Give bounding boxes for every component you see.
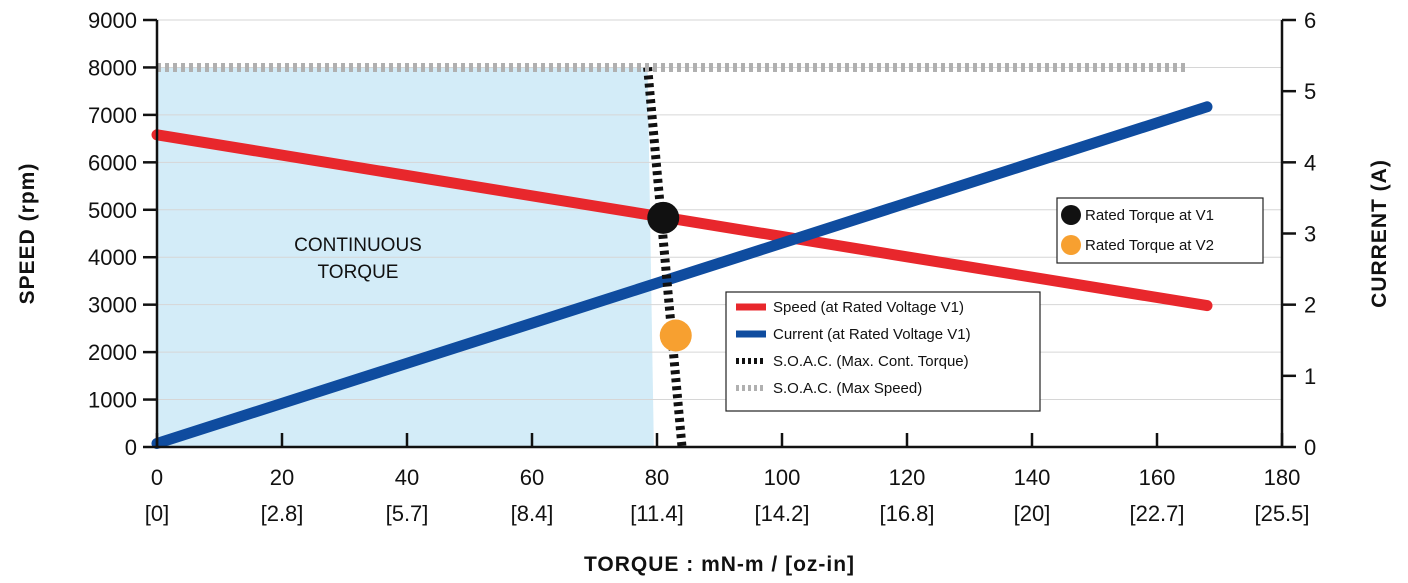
y-left-tick-label: 0 (125, 435, 137, 460)
legend-label-3: S.O.A.C. (Max Speed) (773, 380, 922, 397)
legend-point-label-0: Rated Torque at V1 (1085, 207, 1214, 224)
y-left-tick-label: 4000 (88, 245, 137, 270)
legend-label-0: Speed (at Rated Voltage V1) (773, 299, 964, 316)
y-left-tick-label: 6000 (88, 150, 137, 175)
x-tick-label: 140 (1014, 465, 1051, 490)
y-left-tick-label: 9000 (88, 8, 137, 33)
x-axis-title: TORQUE : mN-m / [oz-in] (584, 553, 855, 576)
legend-point-swatch-0 (1061, 205, 1081, 225)
y-right-tick-label: 1 (1304, 364, 1316, 389)
y-left-tick-label: 2000 (88, 340, 137, 365)
y-right-tick-label: 6 (1304, 8, 1316, 33)
x-tick-label: 160 (1139, 465, 1176, 490)
series-legend-box (725, 291, 1041, 412)
y-right-tick-label: 3 (1304, 222, 1316, 247)
region-label-line-2: TORQUE (318, 262, 399, 283)
y-left-tick-label: 1000 (88, 388, 137, 413)
legend-label-2: S.O.A.C. (Max. Cont. Torque) (773, 353, 969, 370)
x-tick-label: 0 (151, 465, 163, 490)
y-right-tick-label: 4 (1304, 150, 1316, 175)
legend-point-label-1: Rated Torque at V2 (1085, 237, 1214, 254)
x-tick-sublabel: [8.4] (511, 501, 554, 526)
x-tick-label: 100 (764, 465, 801, 490)
x-tick-label: 40 (395, 465, 419, 490)
y-axis-right-title: CURRENT (A) (1368, 159, 1391, 308)
y-left-tick-label: 7000 (88, 103, 137, 128)
x-tick-sublabel: [2.8] (261, 501, 304, 526)
x-tick-sublabel: [0] (145, 501, 169, 526)
y-axis-left-title: SPEED (rpm) (16, 163, 39, 305)
x-tick-label: 60 (520, 465, 544, 490)
y-right-tick-label: 2 (1304, 293, 1316, 318)
x-tick-sublabel: [25.5] (1254, 501, 1309, 526)
y-left-tick-label: 8000 (88, 55, 137, 80)
x-tick-label: 80 (645, 465, 669, 490)
region-label-line-1: CONTINUOUS (294, 235, 422, 256)
y-right-tick-label: 0 (1304, 435, 1316, 460)
x-tick-sublabel: [5.7] (386, 501, 429, 526)
x-tick-sublabel: [16.8] (879, 501, 934, 526)
x-tick-label: 180 (1264, 465, 1301, 490)
x-tick-sublabel: [14.2] (754, 501, 809, 526)
series-line-0 (151, 129, 1213, 312)
x-tick-label: 120 (889, 465, 926, 490)
legend-label-1: Current (at Rated Voltage V1) (773, 326, 971, 343)
x-tick-sublabel: [22.7] (1129, 501, 1184, 526)
points-legend-box (1056, 197, 1264, 264)
rated-point-0 (647, 201, 680, 234)
y-right-tick-label: 5 (1304, 79, 1316, 104)
y-left-tick-label: 5000 (88, 198, 137, 223)
series-line-1 (151, 101, 1213, 449)
x-tick-sublabel: [11.4] (630, 501, 683, 526)
x-tick-sublabel: [20] (1014, 501, 1051, 526)
rated-point-1 (659, 319, 692, 352)
x-tick-label: 20 (270, 465, 294, 490)
y-left-tick-label: 3000 (88, 293, 137, 318)
legend-point-swatch-1 (1061, 235, 1081, 255)
